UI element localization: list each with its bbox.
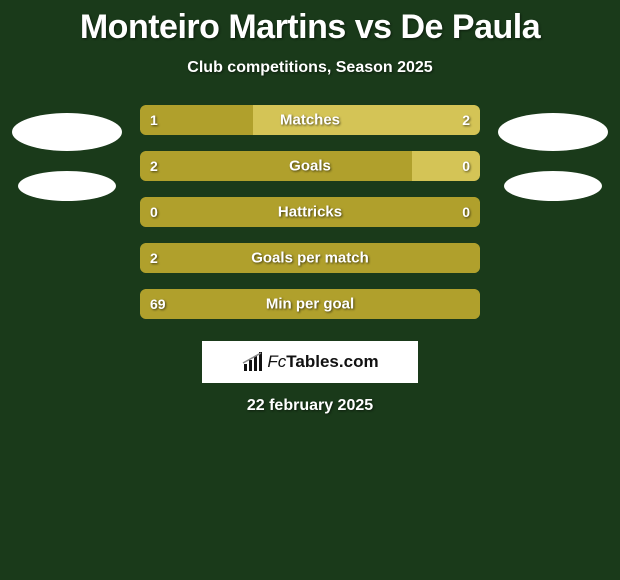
stat-row: 2 Goals per match [140, 243, 480, 273]
stat-label: Goals [289, 158, 331, 175]
stat-value-left: 1 [150, 112, 158, 128]
stat-row: 2 0 Goals [140, 151, 480, 181]
stat-value-right: 0 [462, 158, 470, 174]
stat-bars: 1 2 Matches 2 0 Goals 0 0 Hattricks 2 Goals per ma… [140, 105, 480, 319]
player2-avatar [498, 113, 608, 151]
stat-value-left: 2 [150, 158, 158, 174]
date: 22 february 2025 [247, 397, 373, 415]
stat-row: 0 0 Hattricks [140, 197, 480, 227]
stat-bar-left [140, 151, 412, 181]
stat-row: 1 2 Matches [140, 105, 480, 135]
subtitle: Club competitions, Season 2025 [187, 59, 432, 77]
source-logo: FcTables.com [202, 341, 418, 383]
stat-row: 69 Min per goal [140, 289, 480, 319]
title-player1: Monteiro Martins [80, 8, 346, 46]
avatar-col-right [498, 105, 608, 201]
title: Monteiro Martins vs De Paula [80, 8, 540, 47]
comparison-card: Monteiro Martins vs De Paula Club compet… [0, 0, 620, 415]
stat-value-left: 0 [150, 204, 158, 220]
title-player2: De Paula [401, 8, 541, 46]
logo-prefix: Fc [267, 352, 286, 371]
player1-club-logo [18, 171, 116, 201]
player2-club-logo [504, 171, 602, 201]
avatar-col-left [12, 105, 122, 201]
logo-brand: Tables [286, 352, 339, 371]
player1-avatar [12, 113, 122, 151]
stats-area: 1 2 Matches 2 0 Goals 0 0 Hattricks 2 Goals per ma… [0, 105, 620, 319]
stat-value-left: 69 [150, 296, 166, 312]
stat-value-right: 2 [462, 112, 470, 128]
logo-suffix: .com [339, 352, 379, 371]
stat-label: Goals per match [251, 250, 369, 267]
title-vs: vs [355, 8, 392, 46]
stat-label: Min per goal [266, 296, 354, 313]
logo-text: FcTables.com [267, 352, 378, 372]
stat-value-right: 0 [462, 204, 470, 220]
stat-value-left: 2 [150, 250, 158, 266]
stat-label: Hattricks [278, 204, 342, 221]
stat-label: Matches [280, 112, 340, 129]
chart-icon [241, 350, 265, 374]
